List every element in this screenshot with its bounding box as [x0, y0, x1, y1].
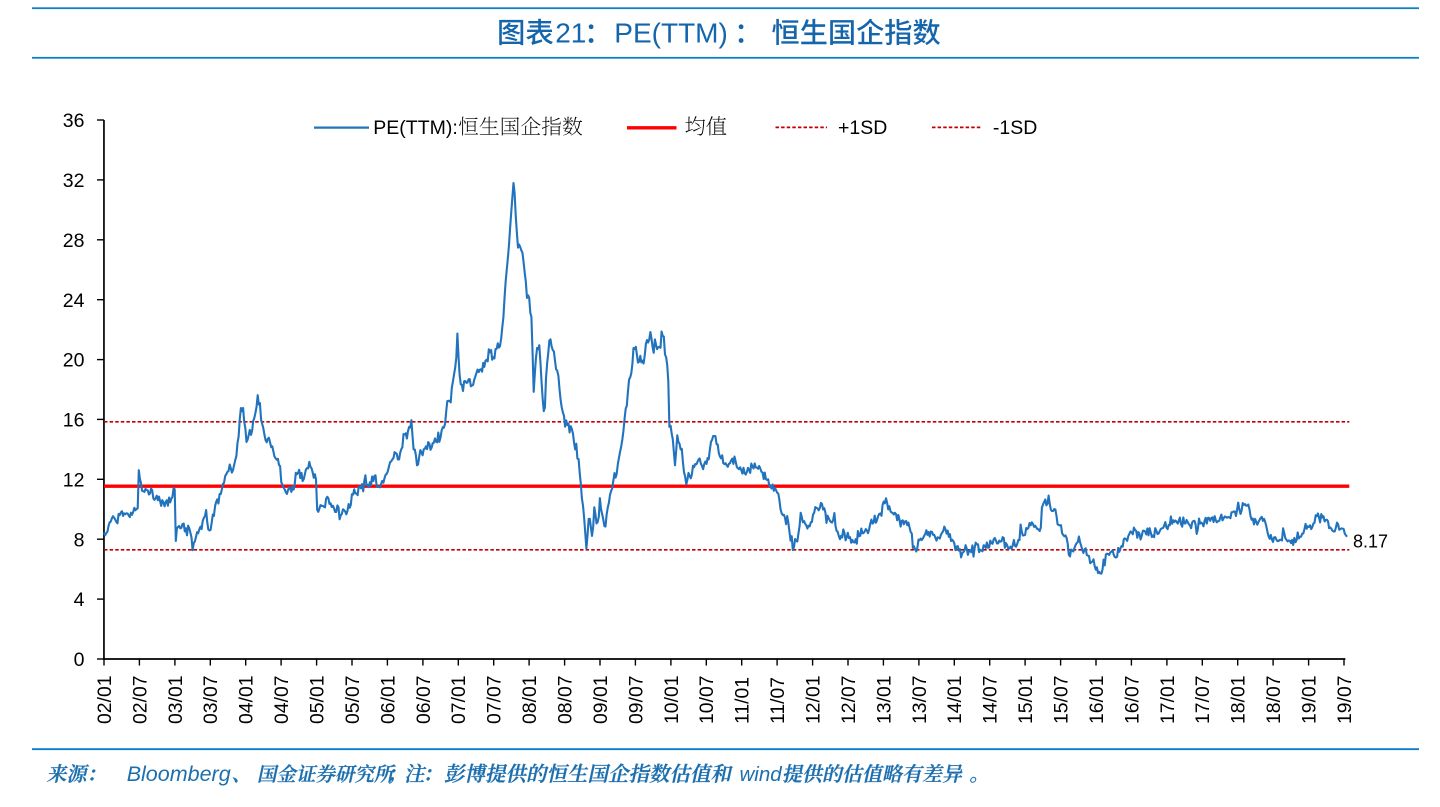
svg-text:8.17: 8.17 — [1353, 532, 1388, 552]
svg-text:14/01: 14/01 — [944, 675, 966, 724]
svg-text:16: 16 — [63, 410, 85, 432]
svg-text:18/01: 18/01 — [1228, 675, 1250, 724]
svg-text:PE(TTM):: PE(TTM): — [373, 117, 457, 139]
svg-text:02/07: 02/07 — [129, 675, 151, 724]
svg-text:13/07: 13/07 — [909, 675, 931, 724]
svg-text:28: 28 — [63, 230, 85, 252]
svg-text:07/01: 07/01 — [448, 675, 470, 724]
svg-text:15/07: 15/07 — [1051, 675, 1073, 724]
svg-text:20: 20 — [63, 350, 85, 372]
svg-text:10/07: 10/07 — [696, 675, 718, 724]
svg-text:08/01: 08/01 — [519, 675, 541, 724]
svg-text:14/07: 14/07 — [980, 675, 1002, 724]
svg-text:0: 0 — [74, 649, 85, 671]
svg-text:05/01: 05/01 — [307, 675, 329, 724]
svg-text:19/07: 19/07 — [1334, 675, 1356, 724]
svg-text:18/07: 18/07 — [1263, 675, 1285, 724]
svg-text:11/07: 11/07 — [767, 677, 789, 724]
svg-text:19/01: 19/01 — [1299, 675, 1321, 724]
svg-text:05/07: 05/07 — [342, 675, 364, 724]
svg-text:8: 8 — [74, 529, 85, 551]
svg-text:09/07: 09/07 — [625, 675, 647, 724]
svg-text:-1SD: -1SD — [993, 117, 1037, 139]
svg-text:06/01: 06/01 — [377, 675, 399, 724]
svg-text:wind: wind — [740, 763, 783, 786]
svg-text:12/07: 12/07 — [838, 675, 860, 724]
svg-text:36: 36 — [63, 110, 85, 132]
svg-text:02/01: 02/01 — [94, 675, 116, 724]
svg-text:12: 12 — [63, 469, 85, 491]
svg-text:16/01: 16/01 — [1086, 675, 1108, 724]
svg-text:+1SD: +1SD — [838, 117, 887, 139]
svg-text:16/07: 16/07 — [1121, 675, 1143, 724]
svg-text:17/01: 17/01 — [1157, 675, 1179, 724]
svg-text:03/07: 03/07 — [200, 675, 222, 724]
svg-text:07/07: 07/07 — [484, 675, 506, 724]
svg-text:04/07: 04/07 — [271, 675, 293, 724]
svg-text:09/01: 09/01 — [590, 675, 612, 724]
svg-text:PE(TTM): PE(TTM) — [614, 18, 728, 49]
svg-text:10/01: 10/01 — [661, 675, 683, 724]
svg-text:12/01: 12/01 — [803, 675, 825, 724]
svg-text:Bloomberg: Bloomberg — [127, 762, 231, 786]
svg-text:06/07: 06/07 — [413, 675, 435, 724]
svg-text:08/07: 08/07 — [555, 675, 577, 724]
svg-text:17/07: 17/07 — [1192, 675, 1214, 724]
svg-text:24: 24 — [63, 290, 85, 312]
svg-text:21: 21 — [555, 18, 586, 49]
svg-text:03/01: 03/01 — [165, 675, 187, 724]
svg-text:13/01: 13/01 — [873, 675, 895, 724]
svg-text:4: 4 — [74, 589, 85, 611]
svg-text:11/01: 11/01 — [732, 677, 754, 724]
svg-text:15/01: 15/01 — [1015, 675, 1037, 724]
svg-text:32: 32 — [63, 170, 85, 192]
svg-text:04/01: 04/01 — [236, 675, 258, 724]
